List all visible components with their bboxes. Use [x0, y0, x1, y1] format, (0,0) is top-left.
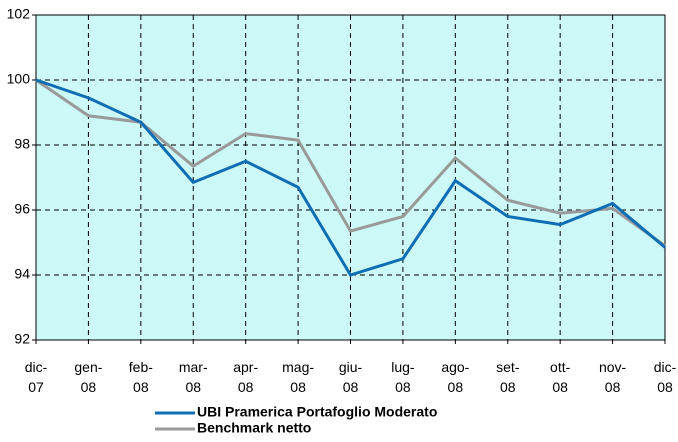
x-tick-label: apr- 08 — [233, 359, 259, 395]
x-tick-label: feb- 08 — [128, 359, 153, 395]
y-tick-label: 100 — [7, 71, 31, 87]
y-tick-label: 94 — [14, 266, 30, 282]
plot-border — [35, 14, 666, 341]
x-tick-label: mar- 08 — [178, 359, 208, 395]
x-tick-label: dic- 07 — [24, 359, 48, 395]
y-tick-label: 102 — [7, 6, 31, 22]
x-tick-label: lug- 08 — [391, 359, 415, 395]
x-tick-label: gen- 08 — [74, 359, 103, 395]
y-tick-label: 98 — [14, 136, 30, 152]
x-tick-label: mag- 08 — [282, 359, 315, 395]
series-line — [35, 78, 666, 277]
x-tick-label: giu- 08 — [338, 359, 363, 395]
x-tick-label: ott- 08 — [550, 359, 571, 395]
x-tick-label: dic- 08 — [653, 359, 677, 395]
x-tick-label: ago- 08 — [441, 359, 470, 395]
legend-label: Benchmark netto — [197, 420, 311, 436]
x-tick-label: set- 08 — [496, 359, 520, 395]
y-tick-label: 92 — [14, 331, 30, 347]
x-tick-label: nov- 08 — [598, 359, 627, 395]
y-tick-label: 96 — [14, 201, 30, 217]
legend-label: UBI Pramerica Portafoglio Moderato — [197, 404, 437, 420]
